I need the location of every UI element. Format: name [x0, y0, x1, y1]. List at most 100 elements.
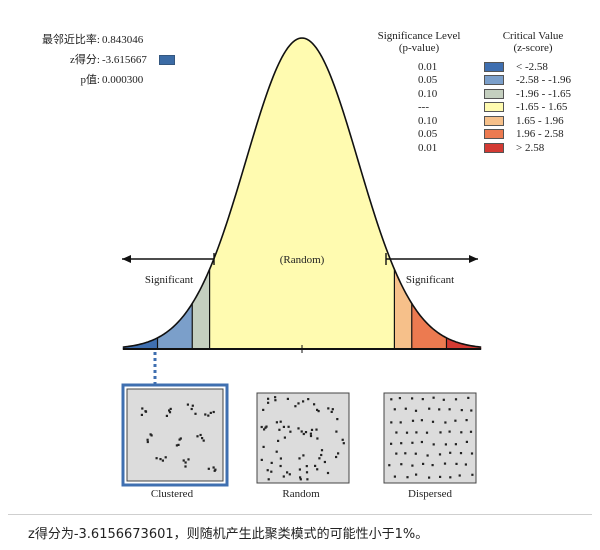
- clustered-dot: [212, 466, 215, 469]
- random-dot: [299, 476, 302, 479]
- random-dot: [297, 427, 300, 430]
- dispersed-dot: [406, 476, 409, 479]
- dispersed-dot: [405, 431, 409, 434]
- clustered-dot: [146, 438, 149, 441]
- curve-outline: [122, 37, 482, 348]
- dispersed-dot: [399, 421, 402, 424]
- dispersed-dot: [454, 398, 458, 401]
- legend-swatch: [484, 129, 504, 140]
- center-random-label: (Random): [280, 254, 325, 266]
- clustered-dot: [179, 437, 182, 440]
- random-label: Random: [282, 488, 320, 500]
- random-dot: [267, 401, 270, 404]
- dispersed-dot: [449, 451, 452, 454]
- dispersed-dot: [448, 430, 451, 433]
- random-dot: [315, 428, 318, 431]
- legend-crit-value: 1.65 - 1.96: [516, 114, 564, 127]
- random-dot: [263, 428, 266, 431]
- legend-crit-value: > 2.58: [516, 141, 545, 154]
- dispersed-panel: [383, 392, 477, 484]
- random-dot: [267, 478, 270, 481]
- left-significant-label: Significant: [145, 274, 193, 286]
- random-dot: [270, 461, 273, 464]
- random-dot: [302, 432, 305, 436]
- dispersed-dot: [422, 462, 425, 465]
- legend-crit-header-line1: Critical Value: [502, 30, 564, 42]
- significance-legend: Significance Level (p-value) Critical Va…: [354, 30, 578, 155]
- clustered-dot: [187, 458, 190, 461]
- random-dot: [305, 471, 309, 474]
- right-arrow-head: [469, 255, 478, 263]
- random-dot: [299, 478, 302, 481]
- random-dot: [282, 475, 285, 478]
- random-dot: [283, 436, 286, 439]
- clustered-dot: [169, 407, 172, 410]
- legend-crit-value: -1.96 - -1.65: [516, 87, 571, 100]
- legend-row: 0.05 1.96 - 2.58: [354, 128, 578, 142]
- dispersed-dot: [404, 407, 407, 410]
- legend-row: 0.10 -1.96 - -1.65: [354, 87, 578, 101]
- dispersed-dot: [420, 440, 423, 444]
- dispersed-dot: [425, 431, 429, 434]
- legend-swatch: [484, 115, 504, 126]
- random-dot: [302, 400, 305, 403]
- random-dot: [316, 468, 319, 471]
- random-dot: [270, 470, 273, 473]
- clustered-dot: [184, 465, 187, 468]
- dispersed-dot: [444, 443, 447, 446]
- dispersed-dot: [414, 409, 418, 412]
- clustered-dot: [207, 467, 210, 470]
- legend-crit-value: 1.96 - 2.58: [516, 128, 564, 141]
- legend-sig-value: 0.10: [418, 87, 438, 100]
- z-score-value: -3.615667: [102, 54, 147, 66]
- random-dot: [297, 402, 300, 405]
- legend-sig-value: 0.10: [418, 114, 438, 127]
- random-dot: [298, 468, 301, 471]
- z-score-label: z得分:: [70, 54, 100, 66]
- dispersed-dot: [428, 476, 431, 479]
- random-dot: [336, 418, 339, 421]
- legend-crit-header-line2: (z-score): [513, 42, 553, 54]
- clustered-dot: [207, 414, 210, 417]
- result-stats: 最邻近比率: 0.843046 z得分: -3.615667 p值: 0.000…: [30, 30, 175, 90]
- random-dot: [274, 399, 277, 402]
- clustered-dot: [186, 403, 189, 406]
- dispersed-dot: [448, 408, 451, 411]
- random-dot: [323, 460, 326, 464]
- p-value-row: p值: 0.000300: [30, 70, 175, 90]
- dispersed-dot: [438, 453, 442, 456]
- clustered-dot: [182, 459, 185, 462]
- dispersed-dot: [393, 408, 396, 411]
- random-dot: [302, 454, 305, 457]
- clustered-dot: [194, 412, 197, 415]
- clustered-dot: [164, 456, 167, 459]
- random-dot: [316, 408, 319, 411]
- clustered-label: Clustered: [151, 488, 194, 500]
- clustered-dot: [141, 407, 144, 410]
- dispersed-dot: [411, 464, 414, 467]
- random-dot: [307, 398, 310, 401]
- legend-swatch: [484, 142, 504, 153]
- random-panel: [256, 392, 350, 484]
- dispersed-dot: [400, 442, 403, 445]
- result-caption: z得分为-3.6156673601，则随机产生此聚类模式的可能性小于1%。: [28, 527, 429, 542]
- dispersed-dot: [439, 475, 442, 478]
- legend-sig-header: Significance Level (p-value): [354, 30, 484, 54]
- p-value-value: 0.000300: [102, 74, 144, 86]
- dispersed-dot: [467, 396, 470, 399]
- p-value-label: p值:: [80, 74, 100, 86]
- dispersed-dot: [432, 396, 435, 399]
- dispersed-dot: [388, 464, 391, 467]
- dispersed-dot: [439, 431, 442, 434]
- random-dot: [282, 425, 285, 428]
- dispersed-dot: [454, 419, 457, 422]
- clustered-dot: [159, 458, 162, 461]
- random-dot: [289, 430, 292, 433]
- dispersed-dot: [411, 419, 415, 422]
- clustered-dot: [161, 459, 164, 462]
- dispersed-dot: [444, 421, 447, 424]
- random-dot: [286, 397, 289, 400]
- random-dot: [331, 408, 334, 411]
- clustered-dot: [199, 433, 202, 437]
- legend-rows: 0.01 < -2.58 0.05 -2.58 - -1.96 0.10 -1.96 - …: [354, 60, 578, 155]
